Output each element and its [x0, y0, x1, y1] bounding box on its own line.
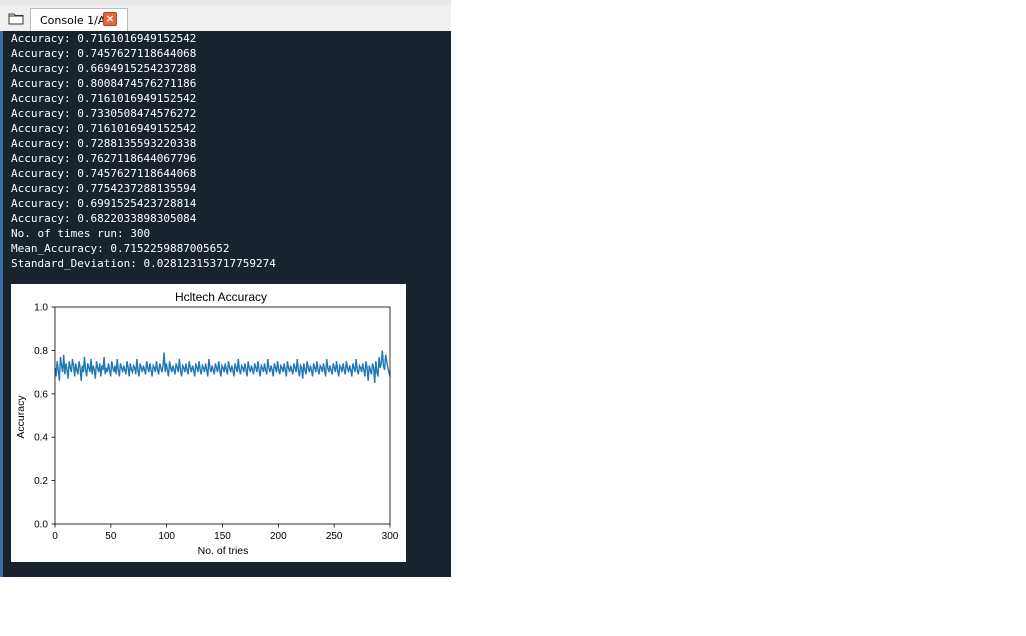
accuracy-line-chart: Hcltech Accuracy Accuracy No. of tries 0…: [15, 290, 399, 557]
browse-tabs-icon[interactable]: [8, 11, 24, 25]
tab-label: Console 1/A: [40, 14, 106, 27]
x-tick-label: 150: [214, 531, 231, 542]
console-line: Standard_Deviation: 0.028123153717759274: [11, 257, 276, 270]
console-line: Accuracy: 0.6822033898305084: [11, 212, 197, 225]
chart-title: Hcltech Accuracy: [175, 290, 267, 304]
console-line: Accuracy: 0.8008474576271186: [11, 77, 197, 90]
y-axis-label: Accuracy: [15, 395, 27, 439]
x-tick-label: 0: [52, 531, 58, 542]
tab-console-1a[interactable]: Console 1/A ×: [30, 8, 128, 31]
console-line: Accuracy: 0.7288135593220338: [11, 137, 197, 150]
x-tick-label: 50: [105, 531, 117, 542]
x-tick-label: 200: [270, 531, 287, 542]
console-line: No. of times run: 300: [11, 227, 151, 240]
console-line: Accuracy: 0.7161016949152542: [11, 122, 197, 135]
console-tab-bar: Console 1/A ×: [0, 5, 451, 32]
x-axis-label: No. of tries: [198, 545, 249, 557]
x-tick-label: 100: [158, 531, 175, 542]
plot-area-frame: [54, 306, 391, 525]
console-line: Mean_Accuracy: 0.7152259887005652: [11, 242, 230, 255]
console-line: Accuracy: 0.7457627118644068: [11, 167, 197, 180]
x-tick-label: 300: [382, 531, 399, 542]
close-icon[interactable]: ×: [103, 12, 117, 26]
inline-plot-figure: Hcltech Accuracy Accuracy No. of tries 0…: [11, 284, 406, 562]
accuracy-series-line: [54, 350, 391, 384]
y-tick-label: 1.0: [34, 303, 48, 314]
y-tick-label: 0.0: [34, 520, 48, 531]
console-line: Accuracy: 0.7330508474576272: [11, 107, 197, 120]
x-tick-label: 250: [326, 531, 343, 542]
y-tick-label: 0.2: [34, 476, 48, 487]
y-tick-label: 0.8: [34, 346, 48, 357]
console-line: Accuracy: 0.7161016949152542: [11, 32, 197, 45]
axis-ticks: 0 50 100 150 200 250 300 0.0 0.2 0.4 0.6 0.8 1.0: [34, 303, 399, 543]
console-line: Accuracy: 0.6694915254237288: [11, 62, 197, 75]
console-line: Accuracy: 0.6991525423728814: [11, 197, 197, 210]
y-tick-label: 0.4: [34, 433, 48, 444]
y-tick-label: 0.6: [34, 389, 48, 400]
console-line: Accuracy: 0.7457627118644068: [11, 47, 197, 60]
console-line: Accuracy: 0.7627118644067796: [11, 152, 197, 165]
console-line: Accuracy: 0.7161016949152542: [11, 92, 197, 105]
console-line: Accuracy: 0.7754237288135594: [11, 182, 197, 195]
